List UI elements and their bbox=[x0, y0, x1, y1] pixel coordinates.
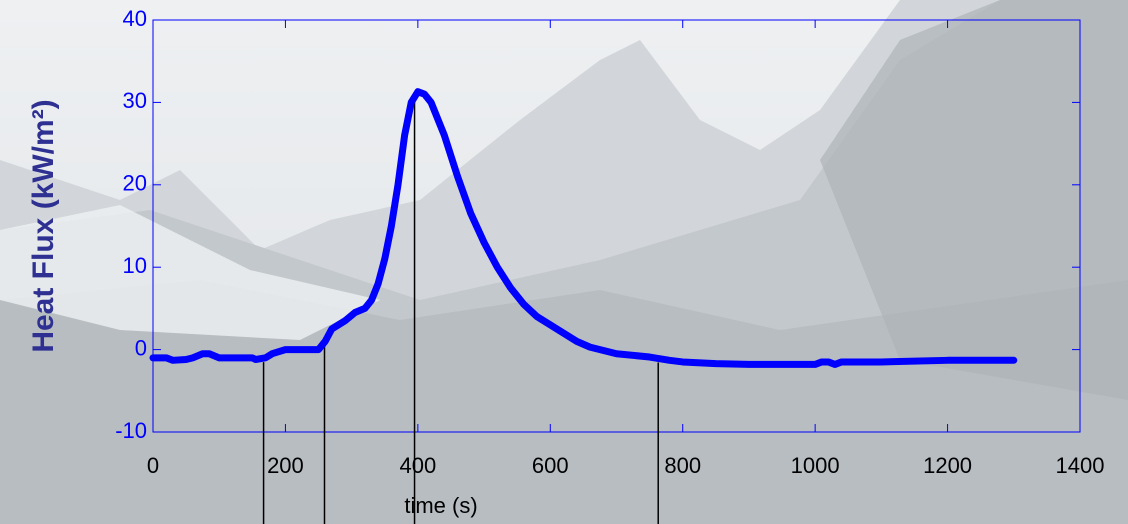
y-tick-label: -10 bbox=[115, 418, 147, 443]
x-tick-label: 800 bbox=[664, 453, 701, 478]
x-tick-label: 200 bbox=[267, 453, 304, 478]
x-tick-label: 1000 bbox=[791, 453, 840, 478]
y-tick-label: 40 bbox=[123, 6, 147, 31]
x-tick-label: 0 bbox=[147, 453, 159, 478]
background-photo bbox=[0, 0, 1128, 524]
y-tick-label: 20 bbox=[123, 171, 147, 196]
x-tick-label: 1400 bbox=[1056, 453, 1105, 478]
chart: Heat Flux (kW/m²) time (s) -100102030400… bbox=[0, 0, 1128, 524]
x-tick-label: 1200 bbox=[923, 453, 972, 478]
page: {"chart_data": {"type": "line", "ylabel"… bbox=[0, 0, 1128, 524]
y-axis-label: Heat Flux (kW/m²) bbox=[27, 99, 60, 352]
y-tick-label: 0 bbox=[135, 335, 147, 360]
y-tick-label: 10 bbox=[123, 253, 147, 278]
x-tick-label: 600 bbox=[532, 453, 569, 478]
y-tick-label: 30 bbox=[123, 88, 147, 113]
x-tick-label: 400 bbox=[399, 453, 436, 478]
x-axis-label: time (s) bbox=[404, 493, 477, 518]
